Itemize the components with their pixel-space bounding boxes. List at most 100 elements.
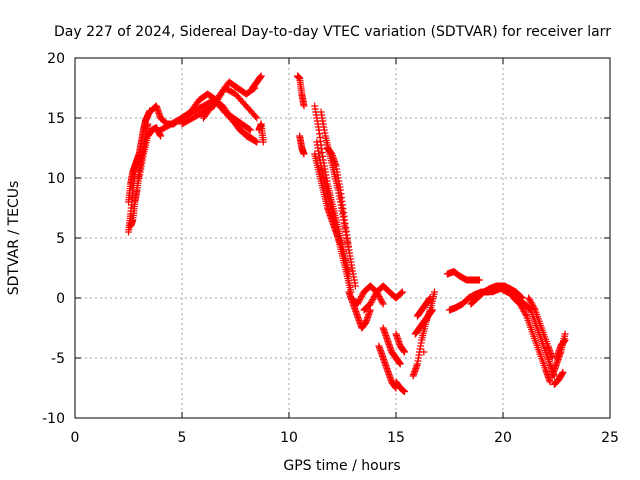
data-point xyxy=(368,297,376,305)
data-point xyxy=(378,299,386,306)
y-axis-title: SDTVAR / TECUs xyxy=(6,181,22,296)
x-tick-label: 15 xyxy=(387,430,405,446)
data-point xyxy=(529,302,537,309)
data-point xyxy=(561,336,569,344)
series-arc-h6 xyxy=(553,336,569,362)
data-point xyxy=(519,305,527,312)
series-arc-b4 xyxy=(199,78,259,122)
series-arc-c1 xyxy=(294,72,308,110)
series-arc-f4 xyxy=(392,330,409,356)
data-point xyxy=(376,294,384,302)
y-tick-labels: -10 -5 0 5 10 15 20 xyxy=(42,51,65,427)
data-point xyxy=(367,299,375,306)
data-point xyxy=(345,246,353,254)
y-tick-label: 15 xyxy=(47,111,65,127)
data-point xyxy=(428,306,436,314)
data-points xyxy=(125,72,569,396)
data-point xyxy=(252,137,260,145)
x-tick-labels: 0 5 10 15 20 25 xyxy=(71,430,619,446)
series-arc-f3 xyxy=(392,378,409,396)
data-point xyxy=(356,296,364,303)
series-arc-b6 xyxy=(249,72,265,92)
data-point xyxy=(336,240,344,248)
data-point xyxy=(522,311,530,318)
series-arc-d4 xyxy=(324,144,353,254)
data-point xyxy=(519,306,527,314)
data-point xyxy=(561,330,569,338)
series-arc-c2 xyxy=(296,132,308,158)
series-arc-e3 xyxy=(360,282,406,314)
data-point xyxy=(371,291,379,299)
data-point xyxy=(379,300,387,308)
x-tick-label: 5 xyxy=(178,430,187,446)
series-arc-f8 xyxy=(420,348,428,356)
data-point xyxy=(475,276,483,284)
data-point xyxy=(401,348,409,356)
data-point xyxy=(157,132,165,140)
data-point xyxy=(420,348,428,356)
data-point xyxy=(397,290,405,297)
data-point xyxy=(370,294,378,302)
data-point xyxy=(245,125,253,133)
data-point xyxy=(398,288,406,296)
data-point xyxy=(529,303,537,311)
y-tick-label: -10 xyxy=(42,411,65,427)
data-point xyxy=(398,289,406,297)
data-point xyxy=(259,138,267,146)
data-point xyxy=(521,309,529,317)
data-point xyxy=(526,297,534,305)
data-point xyxy=(520,308,528,315)
y-tick-label: 0 xyxy=(56,291,65,307)
x-tick-label: 10 xyxy=(280,430,298,446)
series-arc-f2 xyxy=(379,324,404,368)
data-point xyxy=(357,293,365,300)
data-point xyxy=(396,360,404,368)
data-point xyxy=(366,306,374,314)
series-arc-f6 xyxy=(411,306,436,338)
data-point xyxy=(426,294,434,302)
data-point xyxy=(300,150,308,158)
data-point xyxy=(357,294,365,302)
y-tick-label: 10 xyxy=(47,171,65,187)
data-point xyxy=(358,291,366,299)
data-point xyxy=(257,72,265,80)
y-tick-label: 5 xyxy=(56,231,65,247)
data-point xyxy=(369,296,377,303)
x-tick-label: 0 xyxy=(71,430,80,446)
y-tick-label: 20 xyxy=(47,51,65,67)
series-arc-h5 xyxy=(550,368,567,388)
series-arc-a4 xyxy=(135,124,165,182)
x-axis-title: GPS time / hours xyxy=(283,458,400,474)
y-tick-label: -5 xyxy=(51,351,65,367)
data-point xyxy=(546,378,554,386)
series-arc-b7 xyxy=(255,120,267,146)
data-point xyxy=(528,300,536,308)
data-point xyxy=(401,388,409,396)
data-point xyxy=(530,305,538,312)
data-point xyxy=(300,102,308,110)
data-point xyxy=(253,138,261,146)
data-point xyxy=(378,297,386,305)
data-point xyxy=(377,296,385,303)
axis-ticks xyxy=(74,57,611,419)
data-point xyxy=(431,288,439,296)
series-arc-d1 xyxy=(311,102,353,278)
data-point xyxy=(525,294,533,302)
series-arc-g1 xyxy=(443,268,483,284)
x-tick-label: 25 xyxy=(601,430,619,446)
series-arc-f7 xyxy=(413,294,434,320)
data-point xyxy=(246,126,254,134)
series-arc-h3 xyxy=(525,294,556,362)
data-point xyxy=(353,300,361,308)
data-point xyxy=(366,300,374,308)
series-arc-d5 xyxy=(311,150,344,248)
data-point xyxy=(354,299,362,306)
data-point xyxy=(355,297,363,305)
data-point xyxy=(351,282,359,290)
data-point xyxy=(252,113,260,120)
x-tick-label: 20 xyxy=(494,430,512,446)
data-point xyxy=(527,299,535,306)
chart-title: Day 227 of 2024, Sidereal Day-to-day VTE… xyxy=(54,24,611,40)
data-point xyxy=(144,120,152,128)
